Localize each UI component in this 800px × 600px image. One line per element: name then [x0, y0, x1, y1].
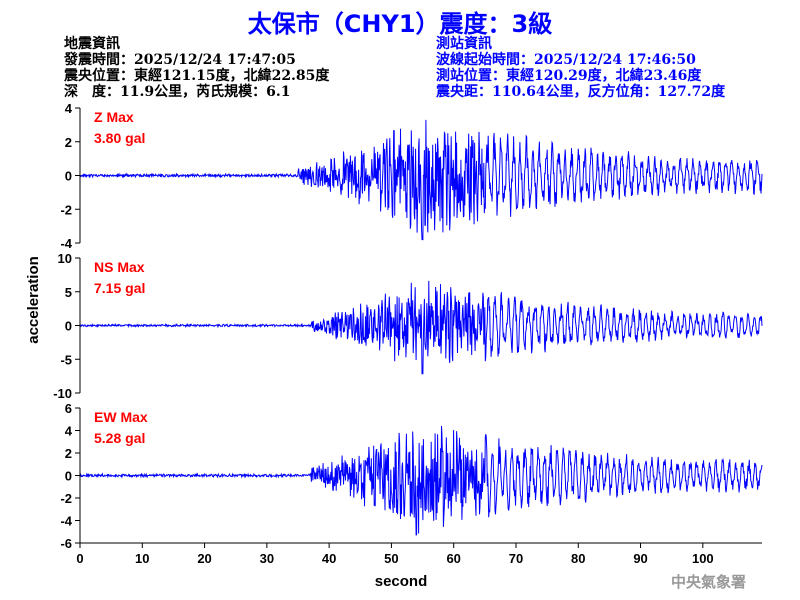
y-tick-label: -2 — [60, 202, 72, 217]
x-tick-label: 0 — [76, 551, 83, 566]
x-tick-label: 30 — [260, 551, 274, 566]
quake-info: 地震資訊 發震時間：2025/12/24 17:47:05 震央位置：東經121… — [64, 36, 329, 100]
x-tick-label: 70 — [509, 551, 523, 566]
y-tick-label: -5 — [60, 352, 72, 367]
max-value-ns: 7.15 gal — [94, 280, 145, 296]
y-tick-label: -4 — [60, 514, 72, 529]
y-tick-label: 4 — [65, 101, 73, 116]
max-value-ew: 5.28 gal — [94, 430, 145, 446]
x-axis-label: second — [375, 573, 428, 590]
y-tick-label: -2 — [60, 491, 72, 506]
waveform-ns — [79, 280, 763, 375]
chart-title: 太保市（CHY1）震度：3級 — [247, 10, 553, 38]
max-value-z: 3.80 gal — [94, 130, 145, 146]
origin-time: 發震時間：2025/12/24 17:47:05 — [64, 52, 296, 68]
x-tick-label: 10 — [135, 551, 149, 566]
waveform-z — [79, 119, 763, 241]
y-tick-label: 0 — [65, 469, 72, 484]
y-tick-label: -6 — [60, 536, 72, 551]
max-label-ew: EW Max — [94, 409, 148, 425]
epicentral-distance: 震央距：110.64公里，反方位角：127.72度 — [436, 84, 726, 100]
y-tick-label: 4 — [65, 424, 73, 439]
quake-info-heading: 地震資訊 — [64, 36, 120, 52]
max-label-z: Z Max — [94, 109, 134, 125]
x-tick-label: 40 — [322, 551, 336, 566]
x-tick-label: 100 — [692, 551, 714, 566]
station-location: 測站位置：東經120.29度，北緯23.46度 — [436, 68, 702, 84]
epicenter: 震央位置：東經121.15度，北緯22.85度 — [64, 68, 330, 84]
depth-magnitude: 深 度：11.9公里，芮氏規模：6.1 — [64, 84, 291, 100]
waveform-ew — [79, 425, 763, 536]
y-tick-label: 2 — [65, 446, 72, 461]
y-tick-label: 5 — [65, 285, 72, 300]
x-tick-label: 50 — [384, 551, 398, 566]
y-tick-label: 0 — [65, 169, 72, 184]
station-info: 測站資訊 波線起始時間：2025/12/24 17:46:50 測站位置：東經1… — [436, 36, 725, 100]
station-info-heading: 測站資訊 — [436, 36, 492, 52]
y-tick-label: 2 — [65, 135, 72, 150]
x-tick-label: 90 — [633, 551, 647, 566]
x-tick-label: 80 — [571, 551, 585, 566]
y-axis-label: acceleration — [25, 256, 42, 344]
y-tick-label: -4 — [60, 236, 72, 251]
y-tick-label: 0 — [65, 319, 72, 334]
max-label-ns: NS Max — [94, 259, 145, 275]
start-time: 波線起始時間：2025/12/24 17:46:50 — [436, 52, 696, 68]
x-tick-label: 20 — [197, 551, 211, 566]
x-tick-label: 60 — [446, 551, 460, 566]
cwa-watermark: 中央氣象署 — [670, 573, 746, 591]
y-tick-label: 6 — [65, 401, 72, 416]
y-tick-label: 10 — [58, 251, 72, 266]
y-tick-label: -10 — [53, 386, 72, 401]
